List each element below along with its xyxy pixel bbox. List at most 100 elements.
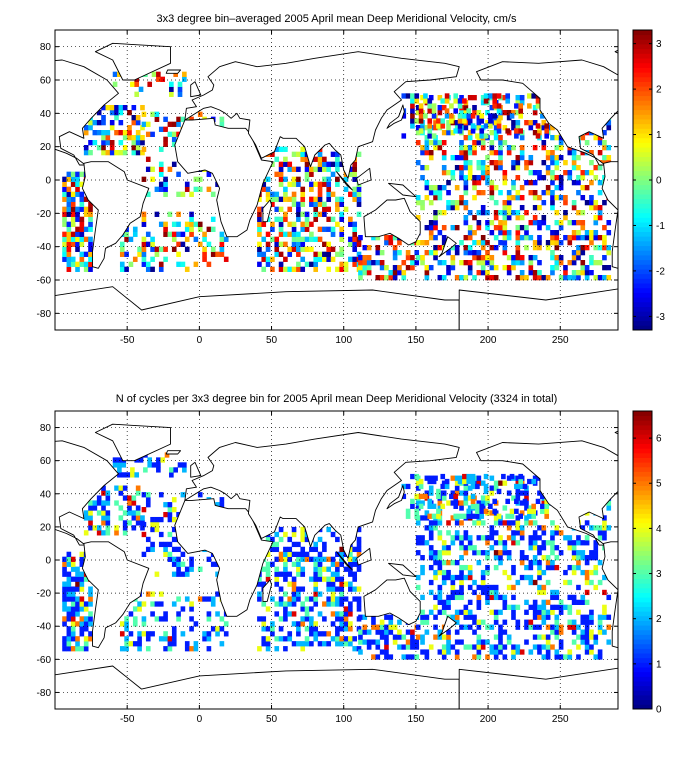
bin-cell xyxy=(453,128,459,134)
bin-cell xyxy=(589,579,594,586)
bin-cell xyxy=(576,255,581,261)
bin-cell xyxy=(580,270,586,276)
bin-cell xyxy=(418,103,424,109)
bin-cell xyxy=(514,498,519,505)
bin-cell xyxy=(66,631,72,637)
bin-cell xyxy=(371,619,376,625)
bin-cell xyxy=(379,634,385,640)
bin-cell xyxy=(493,564,499,571)
colorbar-segment xyxy=(633,532,652,538)
x-tick-label: 150 xyxy=(408,714,425,725)
bin-cell xyxy=(384,275,389,281)
bin-cell xyxy=(506,555,512,561)
bin-cell xyxy=(326,196,332,202)
bin-cell xyxy=(441,170,447,176)
bin-cell xyxy=(502,644,508,650)
bin-cell xyxy=(554,155,560,161)
bin-cell xyxy=(459,275,464,281)
bin-cell xyxy=(589,160,594,166)
bin-cell xyxy=(171,556,177,562)
bin-cell xyxy=(441,275,447,281)
bin-cell xyxy=(489,195,495,201)
bin-cell xyxy=(296,246,301,252)
bin-cell xyxy=(283,636,288,642)
bin-cell xyxy=(75,261,80,267)
bin-cell xyxy=(371,639,376,645)
bin-cell xyxy=(313,636,319,642)
bin-cell xyxy=(550,624,555,630)
bin-cell xyxy=(493,125,499,131)
bin-cell xyxy=(119,261,125,267)
coastline xyxy=(363,197,421,246)
bin-cell xyxy=(567,175,573,181)
bin-cell xyxy=(405,629,411,635)
bin-cell xyxy=(397,629,402,635)
bin-cell xyxy=(352,561,358,567)
bin-cell xyxy=(584,275,590,281)
bin-cell xyxy=(580,150,586,156)
bin-cell xyxy=(114,150,119,156)
bin-cell xyxy=(457,98,463,104)
bin-cell xyxy=(511,495,516,501)
bin-cell xyxy=(83,236,89,242)
bin-cell xyxy=(476,594,482,601)
bin-cell xyxy=(270,226,275,232)
bin-cell xyxy=(202,246,207,252)
bin-cell xyxy=(528,574,534,581)
bin-cell xyxy=(118,485,124,491)
bin-cell xyxy=(527,93,532,99)
bin-cell xyxy=(117,462,122,468)
bin-cell xyxy=(489,475,495,481)
bin-cell xyxy=(304,166,310,172)
bin-cell xyxy=(541,609,547,615)
bin-cell xyxy=(66,186,72,192)
bin-cell xyxy=(483,98,489,104)
bin-cell xyxy=(437,110,443,116)
bin-cell xyxy=(128,631,134,637)
bin-cell xyxy=(463,574,469,581)
bin-cell xyxy=(428,150,434,156)
bin-cell xyxy=(437,564,443,571)
bin-cell xyxy=(392,250,398,256)
bin-cell xyxy=(606,220,612,226)
colorbar-segment xyxy=(633,657,652,663)
bin-cell xyxy=(567,624,573,630)
bin-cell xyxy=(480,245,486,251)
bin-cell xyxy=(602,130,607,136)
bin-cell xyxy=(454,594,460,601)
bin-cell xyxy=(532,145,538,151)
bin-cell xyxy=(171,631,177,637)
bin-cell xyxy=(257,196,262,202)
bin-cell xyxy=(283,156,288,162)
bin-cell xyxy=(571,545,577,551)
bin-cell xyxy=(424,240,430,246)
bin-cell xyxy=(545,555,551,561)
bin-cell xyxy=(509,473,515,480)
bin-cell xyxy=(436,123,441,129)
colorbar-segment xyxy=(633,671,652,677)
coastline xyxy=(55,665,460,709)
bin-cell xyxy=(180,191,186,197)
bin-cell xyxy=(450,515,456,521)
bin-cell xyxy=(558,225,564,231)
bin-cell xyxy=(70,206,76,212)
bin-cell xyxy=(352,191,358,197)
bin-cell xyxy=(537,644,542,650)
bin-cell xyxy=(163,186,168,192)
bin-cell xyxy=(79,586,85,592)
colorbar-segment xyxy=(633,443,652,449)
bin-cell xyxy=(554,619,560,625)
bin-cell xyxy=(467,495,473,501)
bin-cell xyxy=(304,216,310,222)
bin-cell xyxy=(371,235,376,241)
bin-cell xyxy=(326,586,332,592)
bin-cell xyxy=(317,591,323,597)
bin-cell xyxy=(466,113,472,119)
bin-cell xyxy=(485,584,490,591)
bin-cell xyxy=(300,221,306,227)
bin-cell xyxy=(348,221,353,227)
bin-cell xyxy=(541,120,547,126)
bin-cell xyxy=(480,165,486,171)
bin-cell xyxy=(433,185,438,191)
bin-cell xyxy=(197,241,203,247)
